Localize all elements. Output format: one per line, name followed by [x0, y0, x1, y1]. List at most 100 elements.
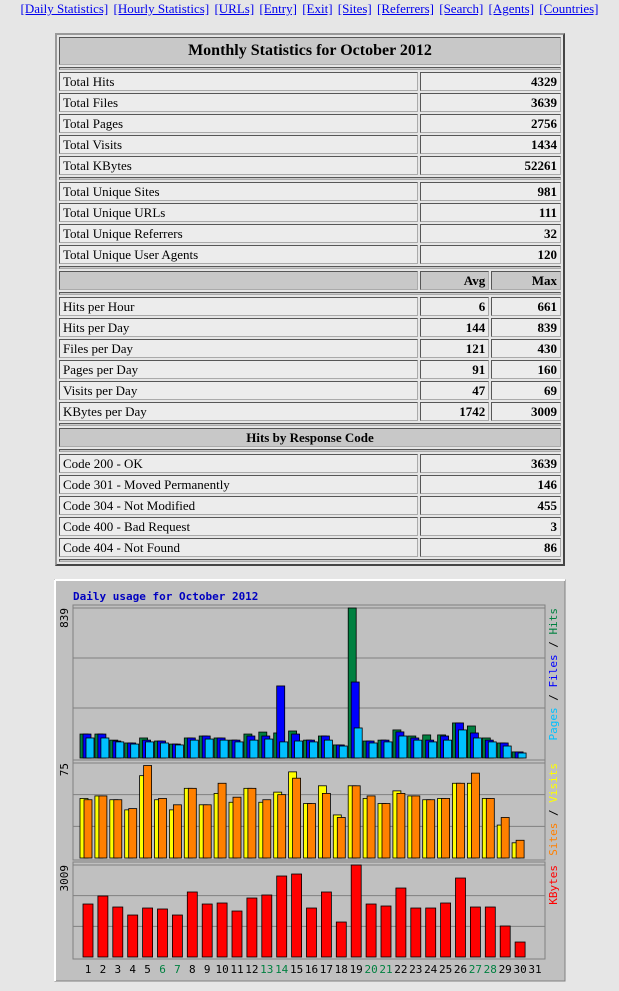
- section-title: Hits by Response Code: [59, 428, 561, 447]
- row-label: Code 400 - Bad Request: [59, 517, 418, 536]
- legend-entry: Sites: [547, 823, 560, 856]
- row-label: Visits per Day: [59, 381, 418, 400]
- table-row: Code 400 - Bad Request 3: [59, 517, 561, 536]
- bar: [112, 906, 124, 958]
- sep: [59, 449, 561, 452]
- bar: [381, 803, 391, 859]
- bar: [249, 739, 259, 759]
- x-tick-label: 11: [230, 963, 243, 976]
- bar: [336, 817, 346, 859]
- row-label: KBytes per Day: [59, 402, 418, 421]
- sep: [59, 67, 561, 70]
- bar: [469, 906, 481, 958]
- bar: [262, 799, 272, 859]
- row-max: 3009: [491, 402, 561, 421]
- row-label: Code 404 - Not Found: [59, 538, 418, 557]
- separator: [59, 67, 561, 70]
- col-header: Avg: [419, 271, 490, 290]
- bar: [428, 741, 438, 759]
- legend-entry: KBytes: [547, 865, 560, 905]
- nav-link[interactable]: [Agents]: [488, 1, 535, 16]
- x-tick-label: 21: [379, 963, 392, 976]
- nav-link[interactable]: [Daily Statistics]: [20, 1, 109, 16]
- x-tick-label: 7: [174, 963, 181, 976]
- bar: [291, 873, 303, 958]
- table-row: Code 404 - Not Found 86: [59, 538, 561, 557]
- x-tick-label: 27: [469, 963, 482, 976]
- bar: [499, 925, 511, 958]
- bar: [202, 804, 212, 859]
- x-tick-label: 4: [129, 963, 136, 976]
- bar: [425, 907, 437, 958]
- stats-table: Monthly Statistics for October 2012 Total…: [55, 33, 565, 566]
- bar: [411, 795, 421, 859]
- nav-link[interactable]: [Search]: [439, 1, 484, 16]
- bar: [410, 907, 422, 958]
- bar: [157, 908, 168, 958]
- row-value: 3639: [419, 454, 561, 473]
- bar: [189, 739, 199, 759]
- bar: [335, 921, 347, 958]
- row-avg: 6: [419, 297, 490, 316]
- x-tick-label: 1: [85, 963, 92, 976]
- bar: [98, 795, 108, 859]
- x-tick-label: 28: [484, 963, 497, 976]
- nav-link[interactable]: [URLs]: [214, 1, 255, 16]
- table-row: Monthly Statistics for October 2012: [59, 37, 561, 65]
- bar: [443, 739, 453, 759]
- nav-link[interactable]: [Hourly Statistics]: [113, 1, 210, 16]
- sep: [59, 423, 561, 426]
- bar: [383, 741, 393, 759]
- sep: [59, 177, 561, 180]
- bar: [500, 817, 510, 859]
- bar: [441, 798, 451, 859]
- table-row: Avg Max: [59, 271, 561, 290]
- legend: Pages / Files / Hits: [547, 608, 560, 741]
- bar: [247, 787, 257, 859]
- bar: [514, 941, 526, 958]
- table-row: Total Hits 4329: [59, 72, 561, 91]
- bar: [174, 744, 184, 759]
- nav-link[interactable]: [Referrers]: [376, 1, 434, 16]
- bar: [307, 803, 316, 859]
- bar: [100, 737, 110, 759]
- table-row: Pages per Day 91 160: [59, 360, 561, 379]
- row-value: 86: [419, 538, 561, 557]
- row-avg: 47: [419, 381, 490, 400]
- nav-link[interactable]: [Entry]: [259, 1, 297, 16]
- bar: [309, 741, 318, 759]
- bar: [276, 875, 288, 958]
- table-row: Total Unique Referrers 32: [59, 224, 561, 243]
- nav-link[interactable]: [Sites]: [337, 1, 372, 16]
- x-tick-label: 16: [305, 963, 318, 976]
- y-tick-label: 3009: [58, 865, 71, 892]
- bar: [351, 785, 361, 859]
- separator: [59, 423, 561, 426]
- row-value: 981: [419, 182, 561, 201]
- x-tick-label: 18: [335, 963, 348, 976]
- bar: [458, 729, 467, 759]
- x-tick-label: 22: [394, 963, 407, 976]
- x-tick-label: 24: [424, 963, 438, 976]
- bar: [455, 877, 466, 958]
- bar: [413, 739, 423, 759]
- bar: [485, 798, 495, 859]
- row-label: Code 200 - OK: [59, 454, 418, 473]
- bar: [321, 793, 331, 859]
- y-tick-label: 839: [58, 608, 71, 628]
- table-row: Total Pages 2756: [59, 114, 561, 133]
- x-tick-label: 9: [204, 963, 211, 976]
- row-label: Total Unique URLs: [59, 203, 418, 222]
- sep: [59, 292, 561, 295]
- x-tick-label: 31: [528, 963, 541, 976]
- bar: [261, 894, 273, 958]
- row-value: 1434: [419, 135, 561, 154]
- x-tick-label: 6: [159, 963, 166, 976]
- nav-link[interactable]: [Exit]: [302, 1, 333, 16]
- row-max: 69: [491, 381, 561, 400]
- bar: [216, 902, 228, 958]
- nav-link[interactable]: [Countries]: [539, 1, 599, 16]
- separator: [59, 449, 561, 452]
